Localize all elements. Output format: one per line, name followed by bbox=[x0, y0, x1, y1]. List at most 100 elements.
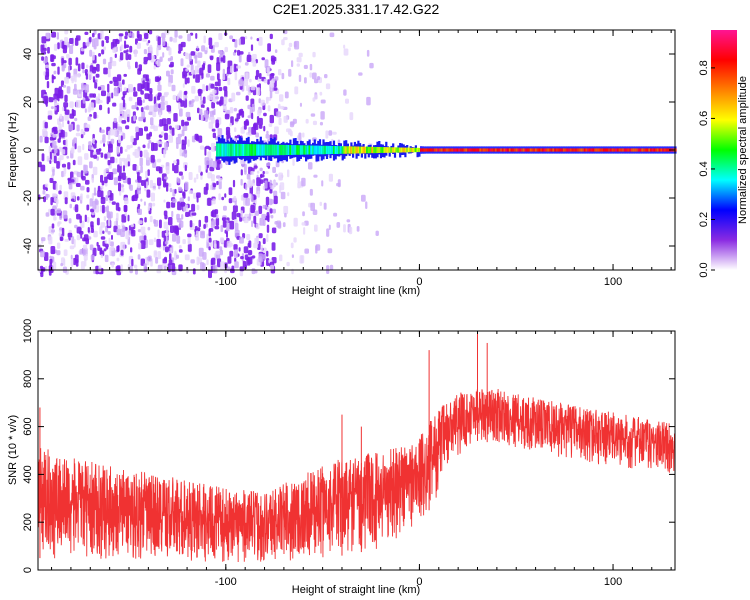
heatmap-cell bbox=[369, 62, 374, 69]
signal-core-cell bbox=[256, 144, 259, 156]
heatmap-cell bbox=[314, 78, 319, 84]
heatmap-cell bbox=[69, 101, 74, 108]
heatmap-cell bbox=[247, 256, 253, 265]
heatmap-cell bbox=[309, 63, 313, 71]
heatmap-cell bbox=[109, 80, 113, 84]
signal-core-cell bbox=[259, 144, 262, 156]
heatmap-cell bbox=[61, 57, 64, 67]
y-tick-label: -20 bbox=[22, 190, 34, 206]
signal-core-cell bbox=[291, 145, 294, 155]
heatmap-cell bbox=[118, 115, 123, 123]
heatmap-cell bbox=[59, 184, 62, 191]
heatmap-cell bbox=[241, 110, 245, 118]
heatmap-cell bbox=[170, 225, 175, 233]
heatmap-cell bbox=[188, 172, 193, 180]
heatmap-cell bbox=[312, 97, 316, 102]
heatmap-cell bbox=[111, 92, 114, 99]
signal-core-cell bbox=[507, 148, 510, 152]
signal-core-cell bbox=[603, 148, 606, 152]
heatmap-cell bbox=[131, 258, 134, 267]
heatmap-cell bbox=[170, 69, 174, 75]
y-tick-label: 200 bbox=[22, 513, 34, 531]
signal-core-cell bbox=[606, 148, 609, 152]
signal-core-cell bbox=[597, 148, 600, 152]
signal-core-cell bbox=[660, 148, 663, 152]
heatmap-cell bbox=[233, 195, 237, 202]
heatmap-cell bbox=[63, 173, 66, 177]
heatmap-cell bbox=[264, 180, 268, 189]
heatmap-cell bbox=[212, 198, 216, 205]
heatmap-cell bbox=[260, 99, 265, 106]
heatmap-cell bbox=[178, 245, 182, 249]
signal-core-cell bbox=[402, 147, 405, 153]
heatmap-cell bbox=[157, 36, 161, 46]
signal-core-cell bbox=[550, 148, 553, 152]
heatmap-cell bbox=[113, 87, 119, 97]
signal-core-cell bbox=[578, 148, 581, 152]
heatmap-cell bbox=[224, 89, 228, 98]
heatmap-cell bbox=[244, 36, 248, 40]
heatmap-cell bbox=[63, 249, 68, 256]
y-tick-label: 20 bbox=[22, 96, 34, 108]
heatmap-cell bbox=[126, 109, 131, 117]
heatmap-cell bbox=[186, 64, 190, 68]
heatmap-cell bbox=[255, 223, 260, 230]
signal-core-cell bbox=[355, 146, 358, 154]
signal-core-cell bbox=[407, 147, 410, 153]
signal-core-cell bbox=[484, 148, 487, 152]
heatmap-cell bbox=[159, 219, 162, 229]
heatmap-cell bbox=[170, 56, 173, 61]
heatmap-cell bbox=[252, 179, 255, 184]
signal-core-cell bbox=[320, 145, 323, 155]
heatmap-cell bbox=[181, 143, 186, 150]
heatmap-cell bbox=[178, 171, 183, 176]
heatmap-cell bbox=[143, 56, 149, 62]
heatmap-cell bbox=[148, 30, 153, 35]
heatmap-cell bbox=[188, 190, 194, 194]
heatmap-cell bbox=[138, 242, 142, 250]
heatmap-cell bbox=[236, 65, 241, 69]
heatmap-cell bbox=[269, 90, 273, 99]
heatmap-cell bbox=[50, 208, 55, 216]
heatmap-cell bbox=[125, 230, 130, 240]
heatmap-cell bbox=[144, 82, 150, 91]
signal-core-cell bbox=[529, 148, 532, 152]
heatmap-cell bbox=[267, 105, 271, 112]
heatmap-cell bbox=[329, 32, 335, 38]
signal-core-cell bbox=[601, 148, 604, 152]
heatmap-cell bbox=[111, 234, 113, 240]
signal-core-cell bbox=[315, 145, 318, 155]
heatmap-cell bbox=[121, 214, 127, 223]
heatmap-cell bbox=[268, 123, 273, 127]
heatmap-cell bbox=[328, 224, 331, 230]
heatmap-cell bbox=[128, 96, 133, 102]
heatmap-cell bbox=[89, 49, 93, 57]
heatmap-cell bbox=[131, 229, 136, 237]
heatmap-cell bbox=[261, 213, 266, 219]
signal-core-cell bbox=[582, 148, 585, 152]
signal-core-cell bbox=[515, 148, 518, 152]
signal-core-cell bbox=[468, 148, 471, 152]
heatmap-cell bbox=[279, 94, 284, 102]
heatmap-cell bbox=[158, 112, 162, 118]
heatmap-cell bbox=[80, 234, 83, 239]
signal-core-cell bbox=[221, 143, 224, 157]
heatmap-cell bbox=[85, 179, 90, 185]
heatmap-cell bbox=[116, 257, 120, 262]
heatmap-cell bbox=[221, 196, 225, 201]
signal-core-cell bbox=[264, 144, 268, 156]
heatmap-cell bbox=[302, 211, 305, 217]
signal-core-cell bbox=[491, 148, 494, 152]
heatmap-cell bbox=[137, 220, 143, 225]
heatmap-cell bbox=[45, 212, 50, 217]
heatmap-cell bbox=[175, 137, 181, 145]
signal-core-cell bbox=[325, 145, 329, 155]
heatmap-cell bbox=[179, 197, 184, 203]
signal-core-cell bbox=[257, 144, 261, 156]
heatmap-cell bbox=[92, 247, 97, 257]
heatmap-cell bbox=[219, 237, 224, 243]
heatmap-cell bbox=[256, 87, 261, 96]
heatmap-cell bbox=[48, 236, 53, 245]
signal-core-cell bbox=[662, 148, 665, 152]
signal-core-cell bbox=[449, 148, 452, 152]
